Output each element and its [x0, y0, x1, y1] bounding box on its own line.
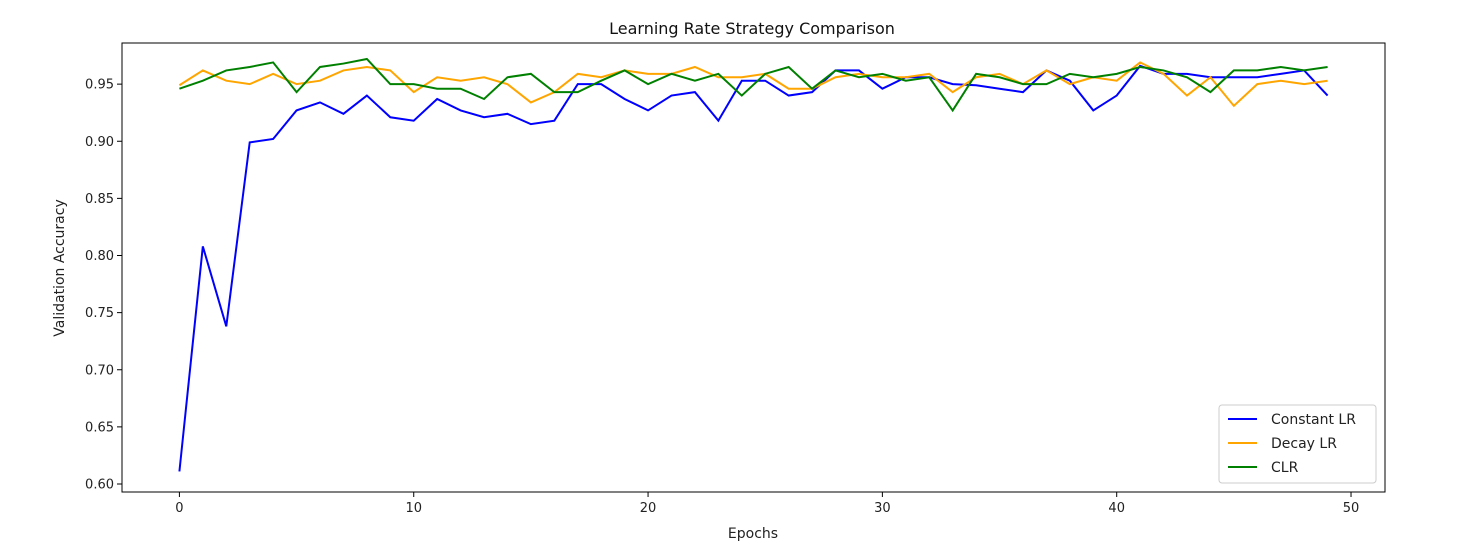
x-tick-label-1: 10	[405, 501, 422, 516]
series-line-2	[179, 57, 1328, 113]
x-axis-label: Epochs	[728, 526, 778, 542]
x-tick-label-5: 50	[1343, 501, 1360, 516]
y-tick-label-4: 0.80	[85, 249, 114, 264]
series-line-0	[178, 64, 1329, 472]
legend-label-1: Decay LR	[1271, 436, 1337, 452]
legend: Constant LR Decay LR CLR	[1218, 404, 1377, 484]
y-tick-label-2: 0.70	[85, 363, 114, 378]
x-tick-label-0: 0	[175, 501, 183, 516]
y-axis-label: Validation Accuracy	[52, 199, 68, 337]
legend-box	[1218, 404, 1377, 484]
x-tick-label-4: 40	[1108, 501, 1125, 516]
y-tick-label-0: 0.60	[85, 478, 114, 493]
x-tick-label-3: 30	[874, 501, 891, 516]
legend-label-2: CLR	[1271, 460, 1299, 476]
x-tick-label-2: 20	[640, 501, 657, 516]
series-line-1	[178, 61, 1328, 108]
y-axis: 0.60 0.65 0.70 0.75 0.80 0.85 0.90 0.95	[85, 78, 122, 493]
y-tick-label-7: 0.95	[85, 78, 114, 93]
y-tick-label-5: 0.85	[85, 192, 114, 207]
y-tick-label-1: 0.65	[85, 420, 114, 435]
x-axis: 0 10 20 30 40 50	[175, 492, 1359, 516]
chart-title: Learning Rate Strategy Comparison	[609, 19, 895, 38]
legend-label-0: Constant LR	[1271, 412, 1356, 428]
plot-frame	[121, 42, 1386, 493]
y-tick-label-6: 0.90	[85, 135, 114, 150]
y-tick-label-3: 0.75	[85, 306, 114, 321]
series-layer	[178, 57, 1329, 472]
